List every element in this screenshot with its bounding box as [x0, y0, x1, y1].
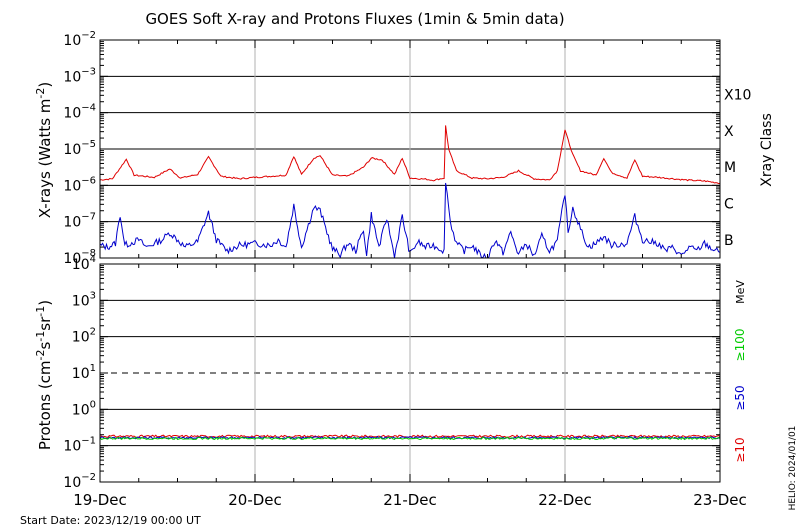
xray-series	[99, 125, 721, 259]
time-axis: 19-Dec 20-Dec 21-Dec 22-Dec 23-Dec	[73, 491, 747, 509]
energy-label-100: ≥100	[733, 329, 747, 362]
credit-label: HELIO: 2024/01/01	[788, 426, 798, 511]
xray-class-label: C	[724, 197, 734, 213]
xray-class-label: X	[724, 124, 734, 140]
xray-y-label: X-rays (Watts m-2)	[34, 82, 54, 218]
y-tick-label: 10−3	[63, 66, 96, 85]
xray-class-label: M	[724, 160, 736, 176]
y-tick-label: 103	[72, 290, 96, 309]
xray-class-axis: B C M X X10	[724, 88, 751, 249]
xray-y-axis: 10−8 10−7 10−6 10−5 10−4 10−3 10−2	[63, 30, 721, 267]
y-tick-label: 10−4	[63, 103, 96, 122]
y-tick-label: 10−5	[63, 139, 96, 158]
energy-label-50: ≥50	[733, 385, 747, 410]
xray-class-title: Xray Class	[759, 113, 775, 187]
y-tick-label: 10−6	[63, 175, 96, 194]
y-tick-label: 10−1	[63, 436, 96, 455]
proton-gridlines	[100, 264, 720, 482]
energy-unit-label: MeV	[734, 280, 747, 304]
xray-class-label: B	[724, 233, 734, 249]
proton-series	[99, 434, 721, 441]
chart-title: GOES Soft X-ray and Protons Fluxes (1min…	[145, 10, 564, 28]
xray-panel: 10−8 10−7 10−6 10−5 10−4 10−3 10−2 B C M X X10 Xra…	[34, 30, 775, 267]
proton-panel: 10−2 10−1 100 101 102 103 104 Protons (cm-2s-1…	[34, 254, 747, 491]
y-tick-label: 100	[72, 399, 96, 418]
y-tick-label: 102	[72, 327, 96, 346]
y-tick-label: 101	[72, 363, 96, 382]
x-tick-label: 23-Dec	[693, 491, 747, 509]
proton-y-label: Protons (cm-2s-1sr-1)	[34, 300, 54, 450]
y-tick-label: 10−2	[63, 472, 96, 491]
x-tick-label: 21-Dec	[383, 491, 437, 509]
x-tick-label: 20-Dec	[228, 491, 282, 509]
y-tick-label: 10−8	[63, 248, 96, 267]
proton-100-line	[99, 436, 721, 441]
xray-long-line	[99, 125, 721, 185]
energy-label-10: ≥10	[733, 437, 747, 462]
xray-gridlines	[100, 40, 720, 258]
y-tick-label: 104	[72, 254, 96, 273]
proton-y-axis: 10−2 10−1 100 101 102 103 104	[63, 254, 721, 491]
start-date: Start Date: 2023/12/19 00:00 UT	[20, 514, 201, 527]
x-tick-label: 22-Dec	[538, 491, 592, 509]
xray-class-label: X10	[724, 88, 751, 104]
xray-short-line	[99, 182, 721, 259]
x-tick-label: 19-Dec	[73, 491, 127, 509]
y-tick-label: 10−2	[63, 30, 96, 49]
y-tick-label: 10−7	[63, 212, 96, 231]
